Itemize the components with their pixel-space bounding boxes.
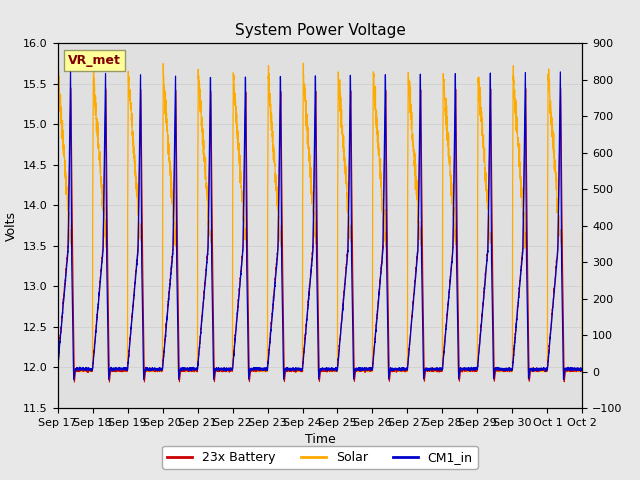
Legend: 23x Battery, Solar, CM1_in: 23x Battery, Solar, CM1_in <box>163 446 477 469</box>
Y-axis label: Volts: Volts <box>4 211 17 240</box>
Text: VR_met: VR_met <box>68 54 121 67</box>
Title: System Power Voltage: System Power Voltage <box>235 23 405 38</box>
X-axis label: Time: Time <box>305 433 335 446</box>
